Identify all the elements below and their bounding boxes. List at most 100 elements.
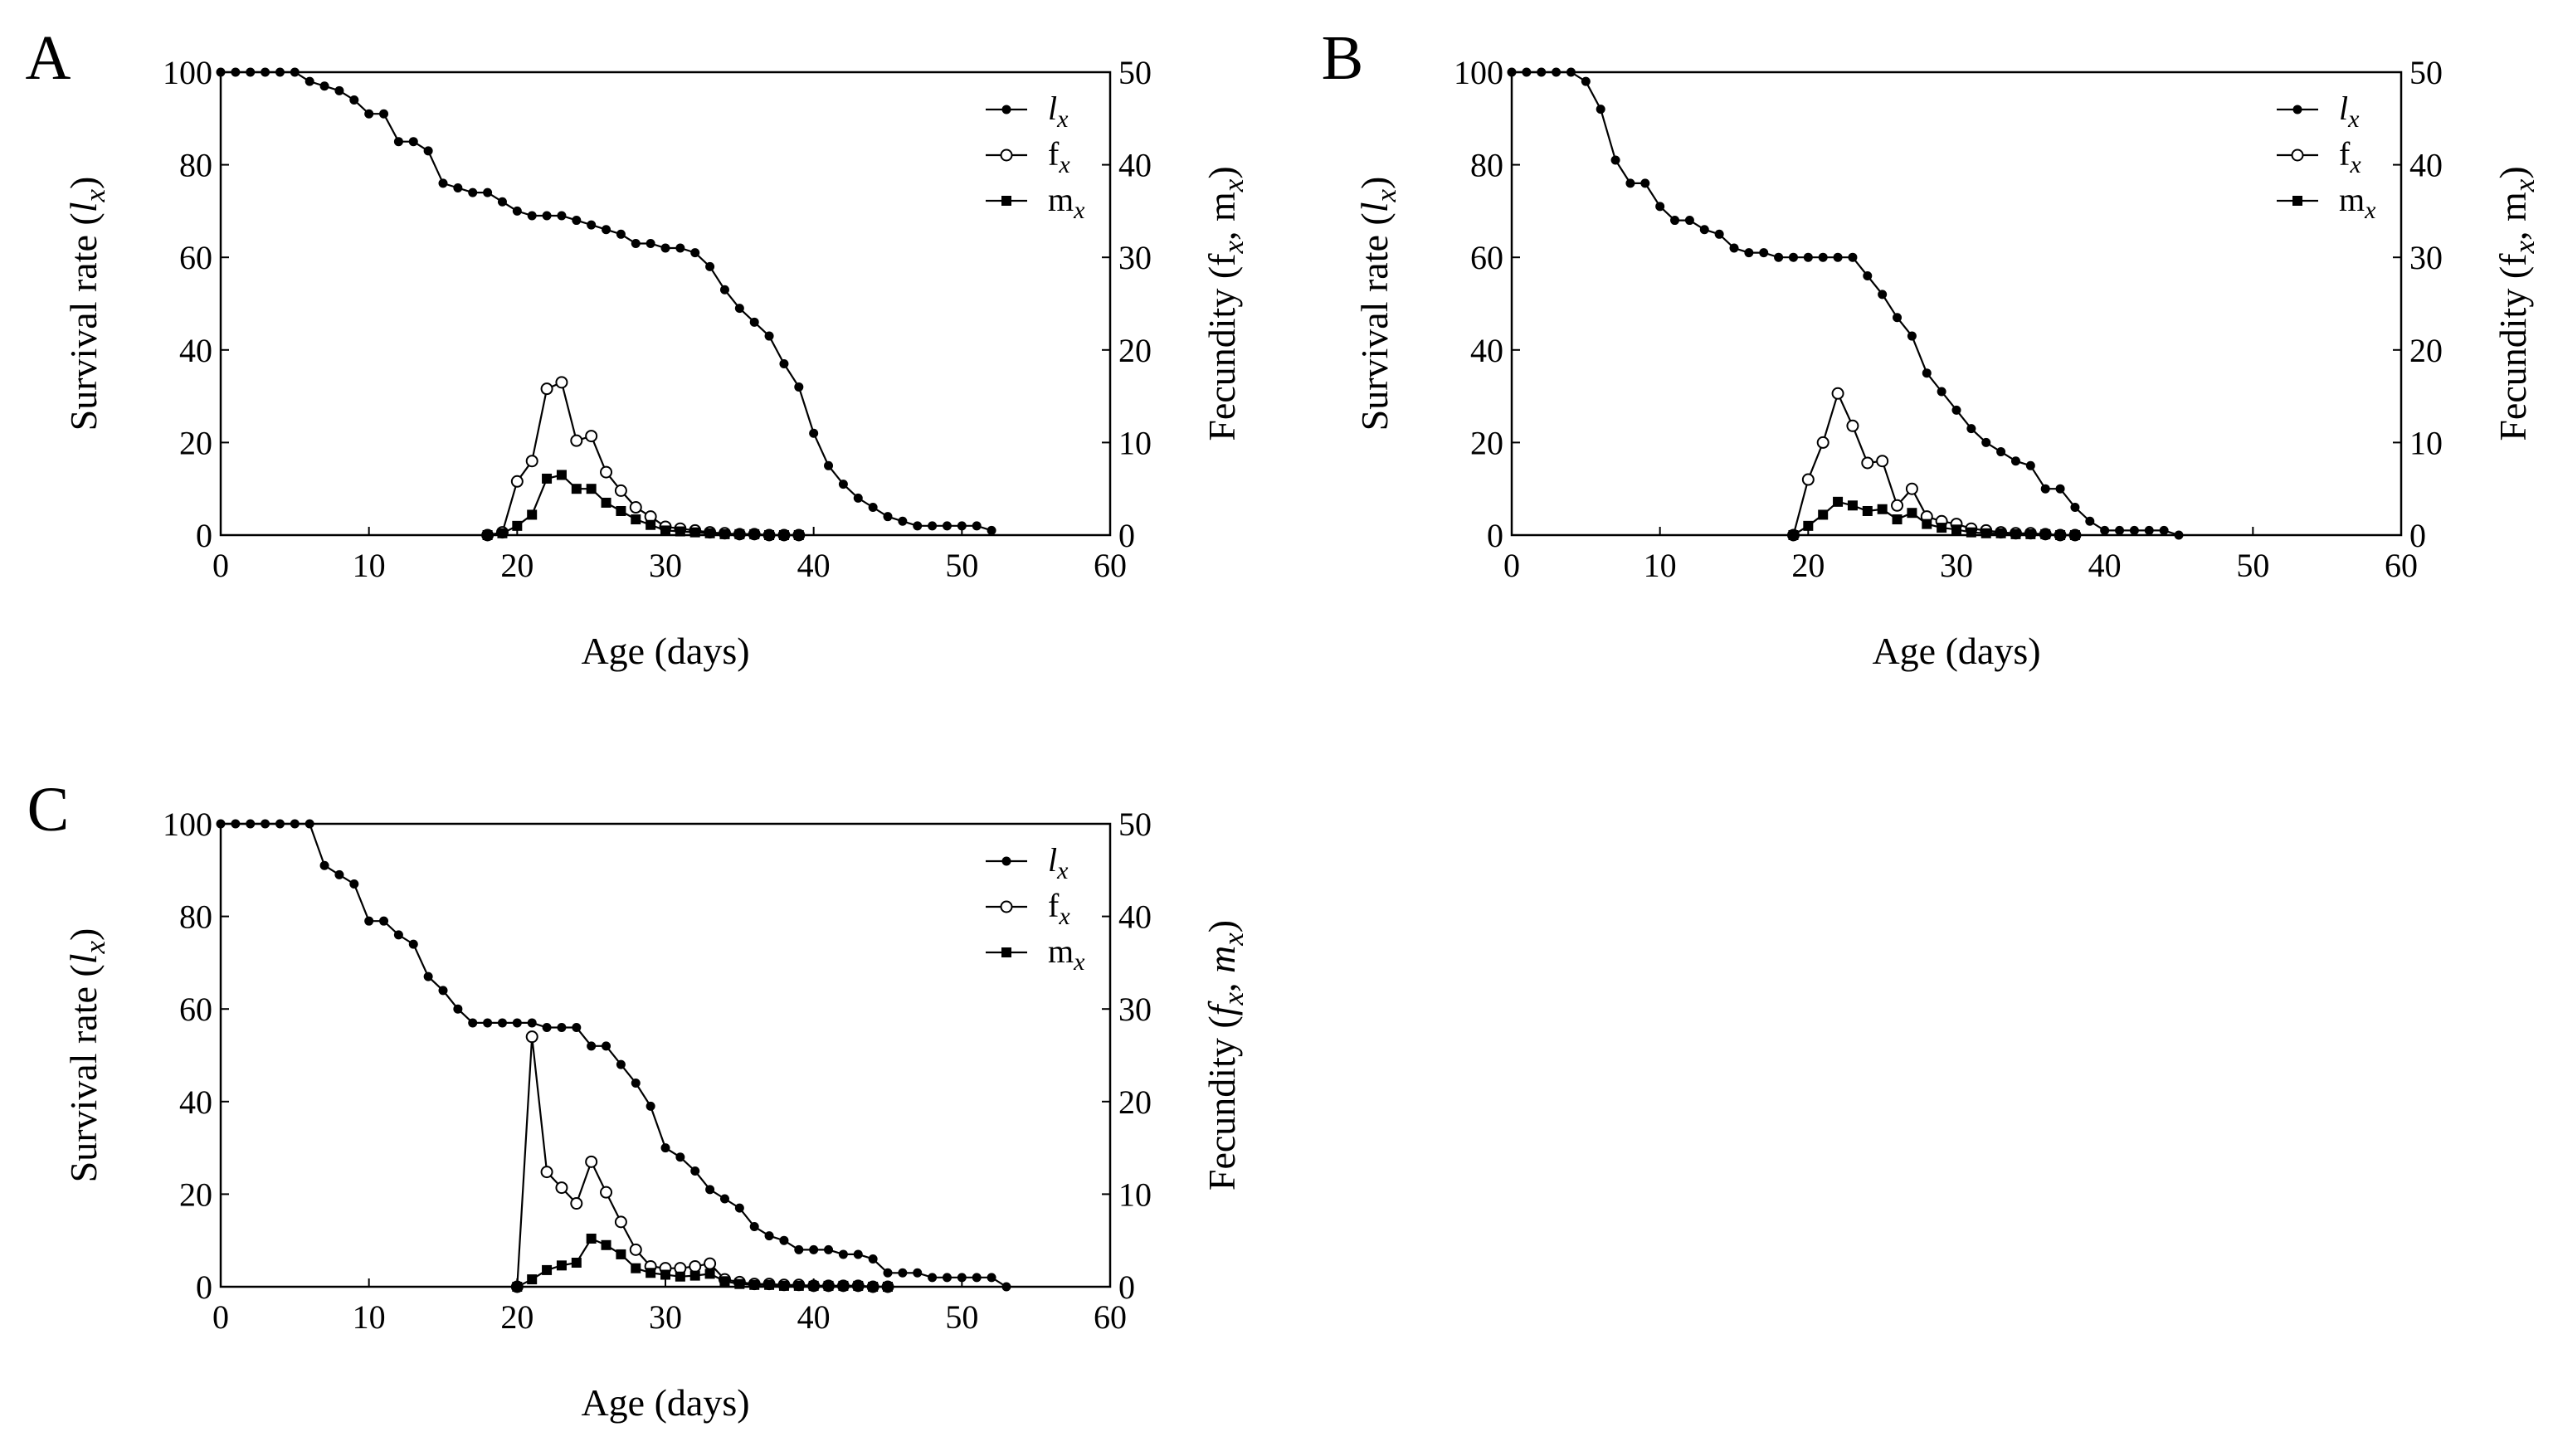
point-lx [587, 220, 597, 230]
point-mx [689, 1270, 700, 1281]
point-lx [987, 525, 996, 535]
point-mx [749, 1279, 760, 1290]
x-tick-label: 10 [1644, 547, 1677, 584]
point-lx [734, 304, 744, 314]
y-tick-label: 0 [1487, 517, 1503, 554]
point-fx [629, 1243, 642, 1256]
point-lx [1759, 248, 1769, 258]
point-mx [1937, 523, 1947, 533]
point-mx [1803, 520, 1814, 531]
point-lx [2129, 525, 2139, 535]
x-tick-label: 30 [649, 1298, 682, 1336]
chart-panel-c: C0 10 20 30 40 50 6002040608010001020304050Age… [27, 775, 1250, 1424]
y2-tick-label: 50 [2409, 54, 2443, 91]
point-mx [883, 1282, 893, 1292]
y2-axis-label: Fecundity (fx​, mx​) [1201, 920, 1250, 1191]
plot-frame [1510, 71, 2403, 537]
y2-tick-label: 40 [2409, 147, 2443, 184]
y2-tick-label: 20 [1118, 332, 1152, 369]
point-mx [719, 528, 730, 539]
point-mx [749, 528, 760, 539]
y-tick-label: 40 [1470, 332, 1503, 369]
point-lx [1863, 271, 1873, 281]
point-lx [246, 819, 256, 829]
y-tick-label: 80 [179, 147, 212, 184]
y2-tick-label: 20 [2409, 332, 2443, 369]
y-tick-label: 100 [1454, 54, 1503, 91]
point-lx [690, 1166, 700, 1176]
point-lx [349, 879, 359, 889]
y2-tick-label: 10 [2409, 424, 2443, 461]
point-lx [646, 1101, 655, 1111]
point-mx [556, 470, 567, 480]
point-lx [408, 939, 418, 949]
point-lx [705, 1185, 715, 1195]
x-tick-label: 30 [1940, 547, 1973, 584]
point-lx [557, 211, 567, 221]
panel-label: C [27, 775, 70, 845]
point-mx [616, 1249, 626, 1259]
legend-marker-lx [1001, 105, 1011, 114]
point-fx [689, 1259, 702, 1273]
point-mx [527, 509, 538, 520]
point-lx [1803, 252, 1813, 262]
point-lx [660, 243, 670, 253]
point-fx [600, 1186, 613, 1199]
point-mx [571, 1257, 582, 1268]
legend-marker-mx [1001, 196, 1011, 206]
point-mx [734, 528, 745, 539]
point-mx [646, 1268, 656, 1278]
point-fx [1876, 455, 1889, 468]
y2-axis-label: Fecundity (fx​, mx​) [2492, 166, 2541, 441]
legend-label-mx: mx [2339, 181, 2376, 224]
legend-label-fx: fx [2339, 135, 2361, 178]
point-fx [1846, 419, 1859, 432]
point-lx [527, 211, 537, 221]
x-tick-label: 0 [1503, 547, 1520, 584]
point-lx [290, 819, 300, 829]
y-tick-label: 60 [1470, 239, 1503, 276]
point-lx [1507, 67, 1517, 77]
plot-frame [219, 822, 1112, 1288]
legend-label-lx: lx [1048, 90, 1069, 133]
point-lx [631, 238, 641, 248]
point-mx [2055, 530, 2066, 540]
point-lx [764, 331, 774, 341]
point-mx [793, 1280, 804, 1291]
y2-tick-label: 40 [1118, 147, 1152, 184]
point-mx [2040, 528, 2051, 539]
x-tick-label: 60 [1094, 547, 1127, 584]
point-mx [1833, 496, 1844, 507]
point-fx [1831, 387, 1844, 400]
point-mx [719, 1276, 730, 1287]
point-lx [824, 1244, 834, 1254]
point-mx [1847, 500, 1858, 511]
point-lx [602, 225, 611, 235]
point-mx [689, 527, 700, 538]
point-lx [261, 819, 270, 829]
point-lx [1922, 368, 1932, 378]
point-lx [883, 1268, 893, 1278]
x-tick-label: 40 [797, 547, 831, 584]
point-lx [809, 428, 819, 438]
point-lx [1788, 252, 1798, 262]
point-mx [778, 530, 789, 540]
x-tick-label: 20 [500, 547, 533, 584]
point-lx [928, 1273, 938, 1283]
point-lx [423, 971, 433, 981]
y-tick-label: 40 [179, 1083, 212, 1121]
point-fx [555, 376, 568, 389]
point-lx [572, 1023, 582, 1033]
point-lx [734, 1203, 744, 1213]
point-mx [601, 497, 611, 508]
point-lx [1981, 437, 1991, 447]
point-lx [527, 1018, 537, 1028]
point-lx [1610, 155, 1620, 165]
point-mx [793, 530, 804, 540]
x-tick-label: 10 [353, 1298, 386, 1336]
point-mx [764, 1279, 775, 1290]
point-lx [1878, 290, 1888, 299]
x-tick-label: 10 [353, 547, 386, 584]
legend-label-lx: lx [2339, 90, 2360, 133]
point-mx [1951, 524, 1961, 535]
